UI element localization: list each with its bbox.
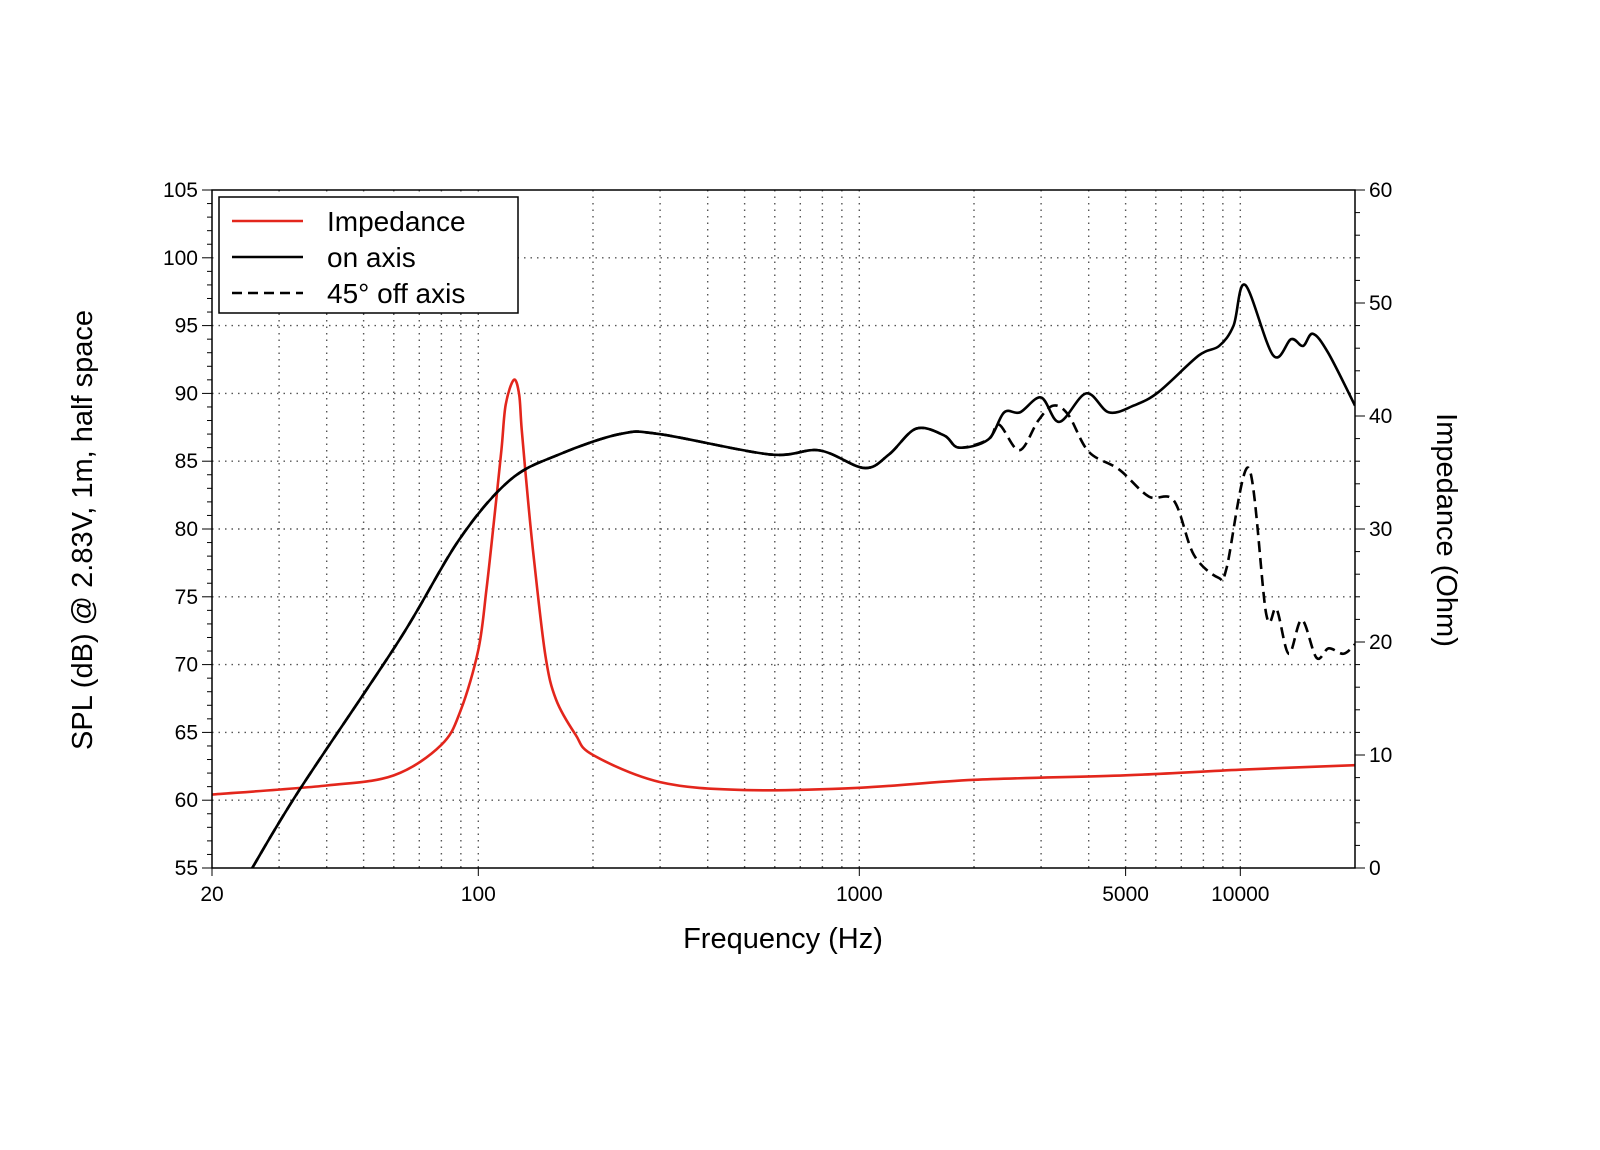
x-tick-label: 5000 <box>1102 883 1149 906</box>
y-tick-label: 105 <box>163 179 198 202</box>
y2-axis-title: Impedance (Ohm) <box>1430 413 1462 647</box>
y-axis-title: SPL (dB) @ 2.83V, 1m, half space <box>67 310 99 750</box>
y-tick-label: 70 <box>175 654 198 677</box>
series-line-impedance <box>212 378 1355 796</box>
x-tick-label: 100 <box>461 883 496 906</box>
y2-tick-label: 30 <box>1369 518 1392 541</box>
y-tick-label: 80 <box>175 518 198 541</box>
y2-tick-label: 60 <box>1369 179 1392 202</box>
legend-label-on-axis: on axis <box>327 242 416 273</box>
y2-tick-label: 50 <box>1369 292 1392 315</box>
y-tick-label: 65 <box>175 721 198 744</box>
x-axis-title: Frequency (Hz) <box>683 923 883 955</box>
legend-label-off-axis: 45° off axis <box>327 278 465 309</box>
legend: Impedance on axis 45° off axis <box>218 196 519 314</box>
legend-label-impedance: Impedance <box>327 206 466 237</box>
y-tick-label: 85 <box>175 450 198 473</box>
y2-tick-label: 40 <box>1369 405 1392 428</box>
y-tick-label: 95 <box>175 315 198 338</box>
y2-tick-label: 0 <box>1369 857 1381 880</box>
x-tick-label: 20 <box>200 883 223 906</box>
series-line-on-axis <box>251 283 1355 868</box>
curves <box>212 283 1355 868</box>
y-tick-label: 55 <box>175 857 198 880</box>
x-tick-label: 10000 <box>1211 883 1269 906</box>
x-tick-label: 1000 <box>836 883 883 906</box>
y2-tick-label: 20 <box>1369 631 1392 654</box>
y-tick-label: 75 <box>175 586 198 609</box>
grid <box>212 190 1355 868</box>
ticks: 55 60 65 70 75 80 85 90 95 100 105 0 10 20 30 40 50 60 20 1… <box>163 179 1392 906</box>
y-tick-label: 100 <box>163 247 198 270</box>
y-tick-label: 60 <box>175 789 198 812</box>
y-tick-label: 90 <box>175 382 198 405</box>
y2-tick-label: 10 <box>1369 744 1392 767</box>
series-line-45-off-axis <box>251 404 1355 868</box>
